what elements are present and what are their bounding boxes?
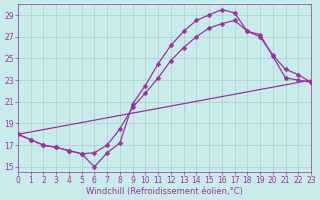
X-axis label: Windchill (Refroidissement éolien,°C): Windchill (Refroidissement éolien,°C) bbox=[86, 187, 243, 196]
